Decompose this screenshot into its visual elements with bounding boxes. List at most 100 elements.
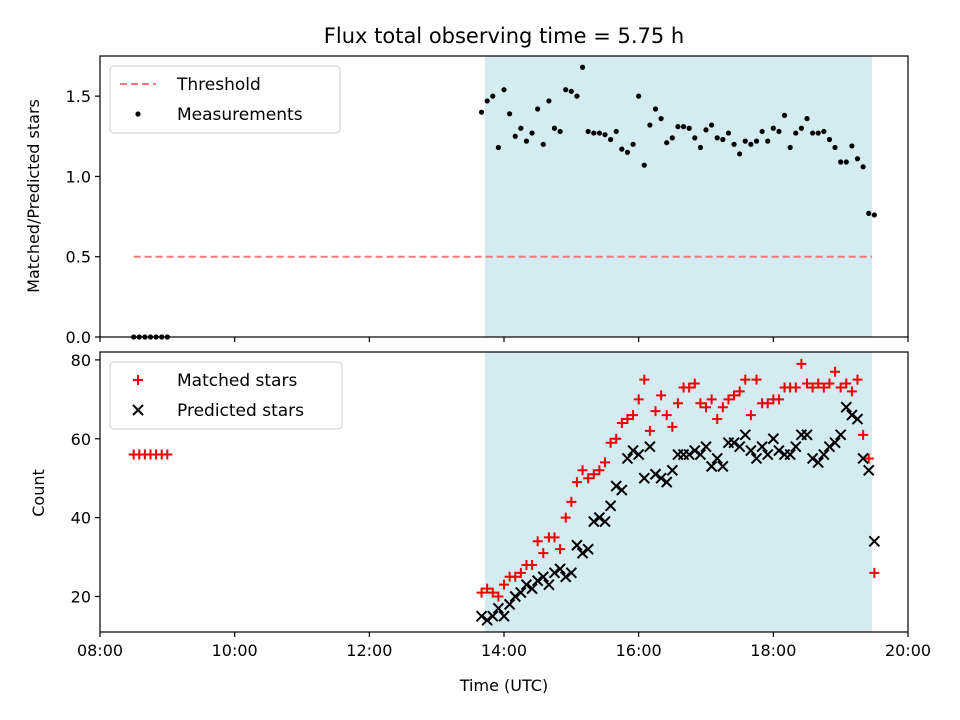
predicted-star-point	[784, 448, 796, 461]
x-tick-label: 16:00	[616, 641, 662, 660]
measurement-point	[854, 156, 861, 162]
predicted-star-point	[627, 444, 639, 457]
matched-star-point	[650, 406, 661, 417]
matched-star-point	[633, 394, 644, 405]
predicted-star-point	[593, 511, 606, 524]
matched-star-point	[684, 382, 695, 393]
y-tick-label: 0.5	[66, 248, 91, 267]
matched-star-point	[577, 465, 588, 476]
measurement-point	[540, 141, 546, 147]
x-tick-label: 18:00	[750, 641, 796, 660]
measurement-point	[793, 130, 799, 136]
matched-star-point	[869, 567, 880, 578]
predicted-star-point	[526, 582, 538, 595]
measurement-point	[608, 136, 614, 143]
predicted-star-point	[762, 448, 774, 461]
matched-star-point	[639, 374, 650, 385]
matched-star-point	[493, 591, 504, 602]
matched-star-point	[846, 386, 857, 397]
predicted-star-point	[520, 578, 533, 591]
measurement-point	[815, 130, 821, 136]
measurement-point	[652, 106, 659, 112]
measurement-point	[669, 135, 675, 141]
predicted-star-point	[649, 468, 662, 480]
matched-star-point	[594, 465, 605, 476]
predicted-star-point	[537, 571, 549, 583]
measurement-point	[692, 135, 698, 141]
measurement-point	[563, 87, 569, 93]
measurement-point	[568, 88, 574, 94]
predicted-star-point	[773, 444, 785, 457]
predicted-star-point	[840, 401, 852, 413]
measurement-point	[709, 122, 715, 128]
measurement-point	[619, 146, 625, 152]
measurement-point	[725, 130, 732, 136]
predicted-star-point	[543, 578, 555, 591]
measurement-point	[686, 125, 692, 131]
observing-window-shade	[484, 56, 873, 337]
measurement-point	[546, 98, 552, 104]
measurement-point	[737, 151, 743, 157]
measurement-point	[624, 149, 631, 155]
matched-star-point	[751, 374, 762, 385]
y-tick-label: 60	[71, 430, 91, 449]
measurement-point	[557, 128, 563, 135]
measurement-point	[507, 111, 513, 117]
matched-star-point	[510, 571, 521, 582]
matched-star-point	[835, 382, 846, 393]
legend-swatch	[132, 404, 144, 416]
matched-star-point	[807, 382, 818, 393]
matched-star-point	[476, 587, 487, 598]
predicted-star-point	[694, 448, 707, 461]
matched-star-point	[499, 579, 509, 590]
predicted-star-point	[621, 452, 634, 465]
x-tick-label: 10:00	[212, 641, 258, 660]
predicted-star-point	[711, 452, 723, 465]
legend-label: Matched stars	[177, 371, 297, 391]
measurement-point	[753, 138, 760, 144]
matched-star-point	[644, 425, 655, 436]
matched-star-point	[818, 382, 829, 393]
measurement-point	[596, 130, 602, 136]
measurement-point	[838, 159, 844, 165]
matched-star-point	[661, 410, 672, 421]
matched-star-point	[538, 548, 549, 559]
bottom-panel: 20 40 60 80 08:00 10:00 12:00 14:00 16:00 18:00 20…	[71, 351, 931, 660]
x-tick-label: 20:00	[885, 641, 931, 660]
matched-star-point	[611, 433, 622, 444]
predicted-star-point	[756, 440, 768, 453]
matched-star-point	[796, 358, 807, 369]
predicted-star-point	[515, 586, 527, 599]
measurement-point	[731, 141, 737, 147]
predicted-star-point	[632, 448, 645, 461]
measurement-point	[849, 143, 855, 149]
predicted-star-point	[823, 440, 836, 453]
predicted-star-point	[487, 610, 499, 622]
predicted-star-point	[834, 429, 847, 441]
measurement-point	[826, 136, 833, 143]
y-tick-label: 40	[71, 509, 91, 528]
measurement-point	[843, 159, 849, 165]
matched-star-point	[830, 366, 841, 377]
measurement-point	[535, 106, 541, 112]
matched-star-point	[689, 378, 700, 389]
matched-star-point	[527, 559, 538, 570]
measurement-point	[871, 212, 877, 218]
predicted-star-point	[812, 456, 824, 469]
predicted-star-point	[689, 444, 701, 457]
matched-star-point	[813, 378, 824, 389]
predicted-star-point	[733, 440, 746, 453]
matched-star-point	[723, 394, 734, 405]
matched-star-point	[762, 398, 773, 409]
predicted-star-point	[588, 515, 600, 528]
measurement-point	[697, 144, 703, 151]
measurement-point	[866, 210, 872, 216]
x-axis-label: Time (UTC)	[459, 676, 548, 695]
matched-star-point	[695, 398, 706, 409]
matched-star-point	[487, 587, 498, 598]
predicted-star-point	[818, 448, 830, 461]
predicted-star-point	[745, 444, 757, 457]
predicted-star-point	[531, 575, 544, 587]
measurement-point	[664, 140, 670, 146]
predicted-star-point	[548, 567, 561, 579]
